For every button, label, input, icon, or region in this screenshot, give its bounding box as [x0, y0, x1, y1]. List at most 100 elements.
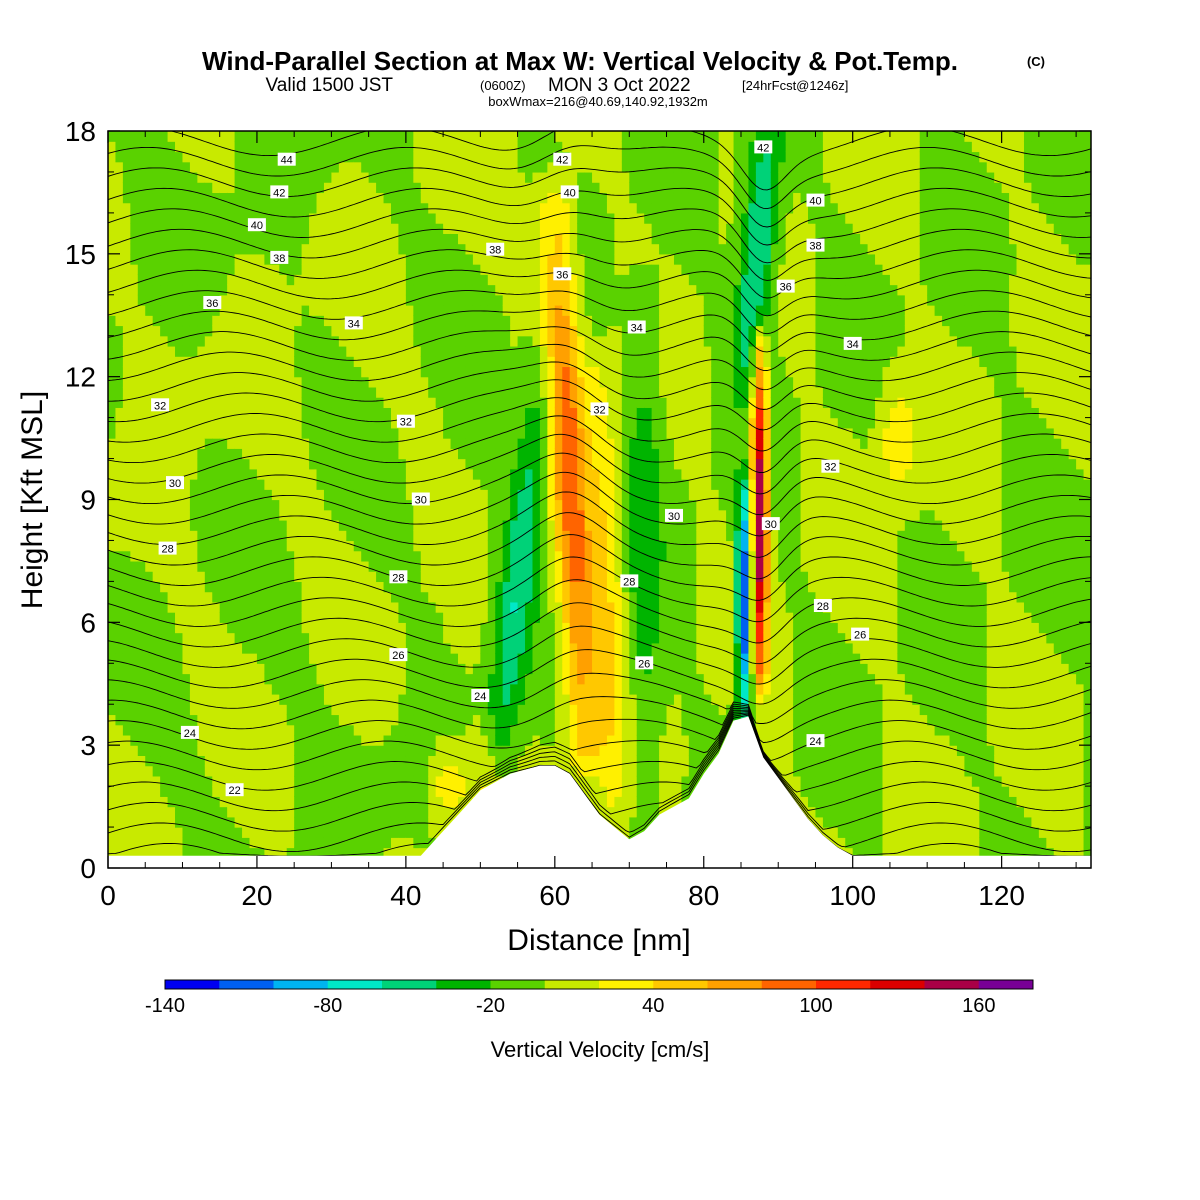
heatmap-cell [599, 704, 608, 716]
heatmap-cell [525, 468, 534, 480]
heatmap-cell [189, 765, 198, 777]
heatmap-cell [167, 581, 176, 593]
heatmap-cell [420, 837, 429, 849]
heatmap-cell [465, 519, 474, 531]
heatmap-cell [361, 223, 370, 234]
heatmap-cell [510, 305, 519, 316]
heatmap-cell [472, 305, 481, 316]
heatmap-cell [577, 315, 586, 327]
heatmap-cell [487, 489, 496, 501]
heatmap-cell [599, 171, 608, 183]
heatmap-cell [547, 468, 556, 480]
heatmap-cell [413, 847, 422, 859]
heatmap-cell [495, 591, 504, 603]
heatmap-cell [309, 417, 318, 429]
heatmap-cell [405, 315, 414, 327]
heatmap-cell [167, 663, 176, 675]
heatmap-cell [405, 141, 414, 153]
heatmap-cell [465, 345, 474, 357]
heatmap-cell [614, 264, 623, 275]
heatmap-cell [606, 131, 615, 142]
heatmap-cell [554, 755, 563, 767]
heatmap-cell [376, 673, 385, 685]
heatmap-cell [450, 673, 459, 685]
heatmap-cell [256, 601, 265, 613]
heatmap-cell [122, 581, 131, 593]
heatmap-cell [376, 847, 385, 859]
heatmap-cell [197, 786, 206, 797]
heatmap-cell [525, 264, 534, 275]
heatmap-cell [502, 530, 511, 542]
heatmap-cell [376, 315, 385, 327]
heatmap-cell [137, 489, 146, 501]
heatmap-cell [398, 704, 407, 716]
heatmap-cell [219, 284, 228, 296]
heatmap-cell [137, 448, 146, 460]
heatmap-cell [346, 141, 355, 153]
heatmap-cell [309, 622, 318, 634]
heatmap-cell [219, 806, 228, 818]
heatmap-cell [271, 438, 280, 449]
heatmap-cell [115, 755, 124, 767]
heatmap-cell [383, 171, 392, 183]
heatmap-cell [502, 724, 511, 736]
heatmap-cell [115, 376, 124, 388]
heatmap-cell [569, 693, 578, 705]
heatmap-cell [510, 223, 519, 234]
heatmap-cell [353, 233, 362, 245]
heatmap-cell [577, 305, 586, 316]
heatmap-cell [346, 837, 355, 849]
heatmap-cell [137, 499, 146, 511]
heatmap-cell [204, 775, 213, 787]
heatmap-cell [108, 827, 117, 838]
heatmap-cell [554, 458, 563, 470]
heatmap-cell [405, 560, 414, 572]
heatmap-cell [137, 581, 146, 593]
heatmap-cell [368, 714, 377, 726]
heatmap-cell [495, 294, 504, 306]
heatmap-cell [413, 479, 422, 490]
heatmap-cell [219, 458, 228, 470]
heatmap-cell [398, 755, 407, 767]
heatmap-cell [525, 632, 534, 644]
heatmap-cell [338, 673, 347, 685]
heatmap-cell [323, 745, 333, 757]
heatmap-cell [122, 837, 131, 849]
heatmap-cell [472, 489, 481, 501]
heatmap-cell [182, 560, 191, 572]
heatmap-cell [495, 499, 504, 511]
heatmap-cell [115, 837, 124, 849]
heatmap-cell [189, 243, 198, 255]
heatmap-cell [175, 530, 184, 542]
heatmap-cell [137, 151, 146, 163]
heatmap-cell [525, 550, 534, 562]
heatmap-cell [301, 530, 310, 542]
heatmap-cell [160, 673, 169, 685]
heatmap-cell [390, 223, 400, 234]
heatmap-cell [450, 479, 459, 490]
heatmap-cell [562, 325, 571, 337]
heatmap-cell [413, 171, 422, 183]
heatmap-cell [398, 806, 407, 818]
heatmap-cell [599, 151, 608, 163]
heatmap-cell [338, 642, 347, 654]
heatmap-cell [145, 755, 154, 767]
heatmap-cell [599, 540, 608, 552]
heatmap-cell [606, 519, 615, 531]
heatmap-cell [599, 550, 608, 562]
heatmap-cell [182, 315, 191, 327]
heatmap-cell [405, 345, 414, 357]
heatmap-cell [189, 131, 198, 142]
heatmap-cell [301, 458, 310, 470]
heatmap-cell [167, 499, 176, 511]
heatmap-cell [562, 693, 571, 705]
heatmap-cell [286, 550, 295, 562]
heatmap-cell [182, 243, 191, 255]
heatmap-cell [316, 837, 325, 849]
heatmap-cell [353, 540, 362, 552]
heatmap-cell [450, 305, 459, 316]
heatmap-cell [212, 847, 221, 859]
heatmap-cell [353, 765, 362, 777]
heatmap-cell [368, 489, 377, 501]
heatmap-cell [182, 591, 191, 603]
